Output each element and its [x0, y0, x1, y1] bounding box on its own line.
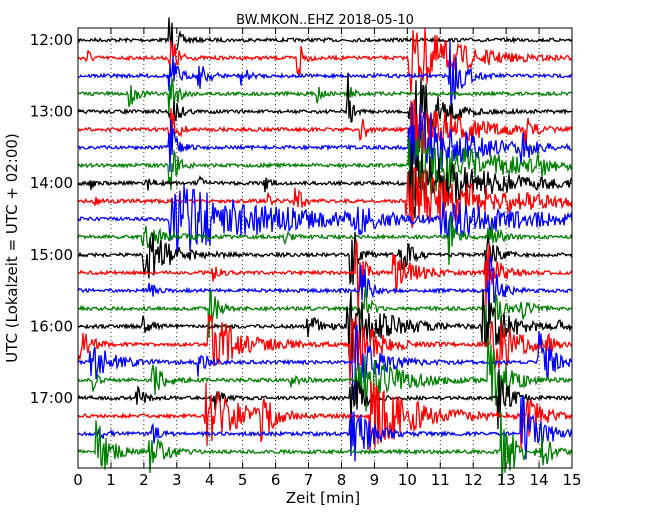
x-tick-label: 9	[370, 471, 380, 489]
y-axis-label: UTC (Lokalzeit = UTC + 02:00)	[3, 133, 21, 363]
trace-1430	[77, 185, 573, 257]
x-tick-label: 11	[431, 471, 450, 489]
x-tick-label: 3	[172, 471, 182, 489]
x-tick-label: 12	[464, 471, 483, 489]
traces	[77, 17, 573, 484]
x-tick-label: 1	[106, 471, 116, 489]
trace-1300	[77, 72, 573, 165]
trace-1445	[77, 215, 573, 265]
trace-1745	[77, 412, 573, 484]
trace-1330	[77, 102, 573, 202]
trace-1315	[77, 99, 573, 167]
y-tick-label: 14:00	[30, 174, 73, 192]
trace-1245	[77, 78, 573, 113]
x-tick-label: 6	[271, 471, 281, 489]
trace-1615	[77, 314, 573, 386]
x-tick-label: 2	[139, 471, 149, 489]
trace-1415	[77, 166, 573, 228]
trace-1700	[77, 369, 572, 430]
x-tick-label: 14	[530, 471, 549, 489]
y-tick-label: 13:00	[30, 103, 73, 121]
trace-1530	[77, 255, 573, 326]
trace-1345	[77, 130, 573, 203]
x-tick-label: 15	[562, 471, 581, 489]
x-tick-label: 4	[205, 471, 215, 489]
x-tick-label: 8	[337, 471, 347, 489]
trace-1400	[77, 143, 573, 219]
x-tick-label: 13	[497, 471, 516, 489]
trace-1215	[77, 28, 573, 95]
y-tick-label: 16:00	[30, 317, 73, 335]
trace-1730	[77, 394, 573, 462]
y-tick-label: 15:00	[30, 246, 73, 264]
y-tick-label: 17:00	[30, 389, 73, 407]
trace-1230	[77, 40, 573, 109]
trace-1600	[77, 289, 573, 363]
x-tick-label: 7	[304, 471, 314, 489]
y-tick-label: 12:00	[30, 31, 73, 49]
x-axis-label: Zeit [min]	[286, 489, 360, 507]
chart-title: BW.MKON..EHZ 2018-05-10	[236, 13, 414, 28]
trace-1645	[77, 338, 573, 412]
plot-frame	[77, 27, 573, 469]
x-tick-label: 5	[238, 471, 248, 489]
trace-1200	[77, 17, 573, 58]
x-tick-label: 0	[73, 471, 83, 489]
trace-1715	[77, 380, 573, 453]
axes: 0 1 2 3 4 5 6 7 8 9 10 11 12 13 14 1512:0013:0014:0015:…	[30, 27, 582, 489]
x-tick-label: 10	[398, 471, 417, 489]
